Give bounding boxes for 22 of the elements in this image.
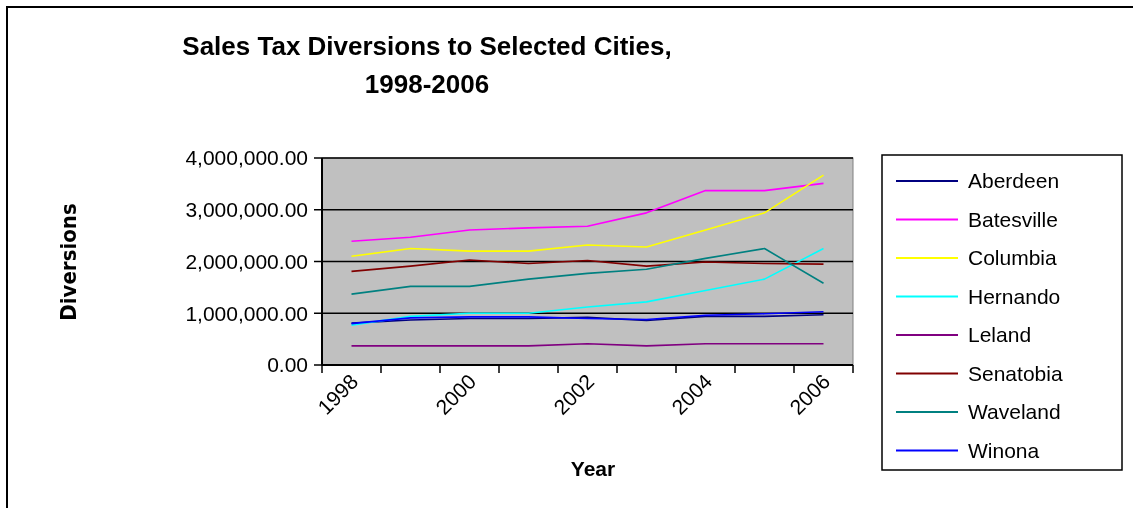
legend-label: Hernando	[968, 284, 1061, 308]
y-tick-label: 3,000,000.00	[185, 198, 308, 222]
x-axis-title: Year	[570, 457, 616, 480]
legend-label: Winona	[968, 438, 1040, 462]
legend-label: Senatobia	[968, 361, 1063, 385]
line-series	[350, 247, 825, 326]
line-series	[350, 247, 825, 295]
line-series	[350, 310, 825, 325]
y-tick-label: 4,000,000.00	[185, 146, 308, 170]
legend-label: Leland	[968, 323, 1032, 347]
line-series	[350, 259, 825, 273]
legend-label: Waveland	[968, 400, 1061, 424]
legend-label: Aberdeen	[968, 169, 1060, 193]
legend-label: Columbia	[968, 246, 1058, 270]
line-series	[350, 174, 825, 258]
chart-title: Sales Tax Diversions to Selected Cities, 1998-2006	[182, 31, 672, 99]
y-tick-label: 1,000,000.00	[185, 301, 308, 325]
y-axis-title: Diversions	[56, 203, 81, 321]
y-tick-label: 2,000,000.00	[185, 249, 308, 273]
line-series	[350, 182, 825, 243]
y-tick-label: 0.00	[267, 353, 308, 377]
legend-label: Batesville	[968, 207, 1058, 231]
